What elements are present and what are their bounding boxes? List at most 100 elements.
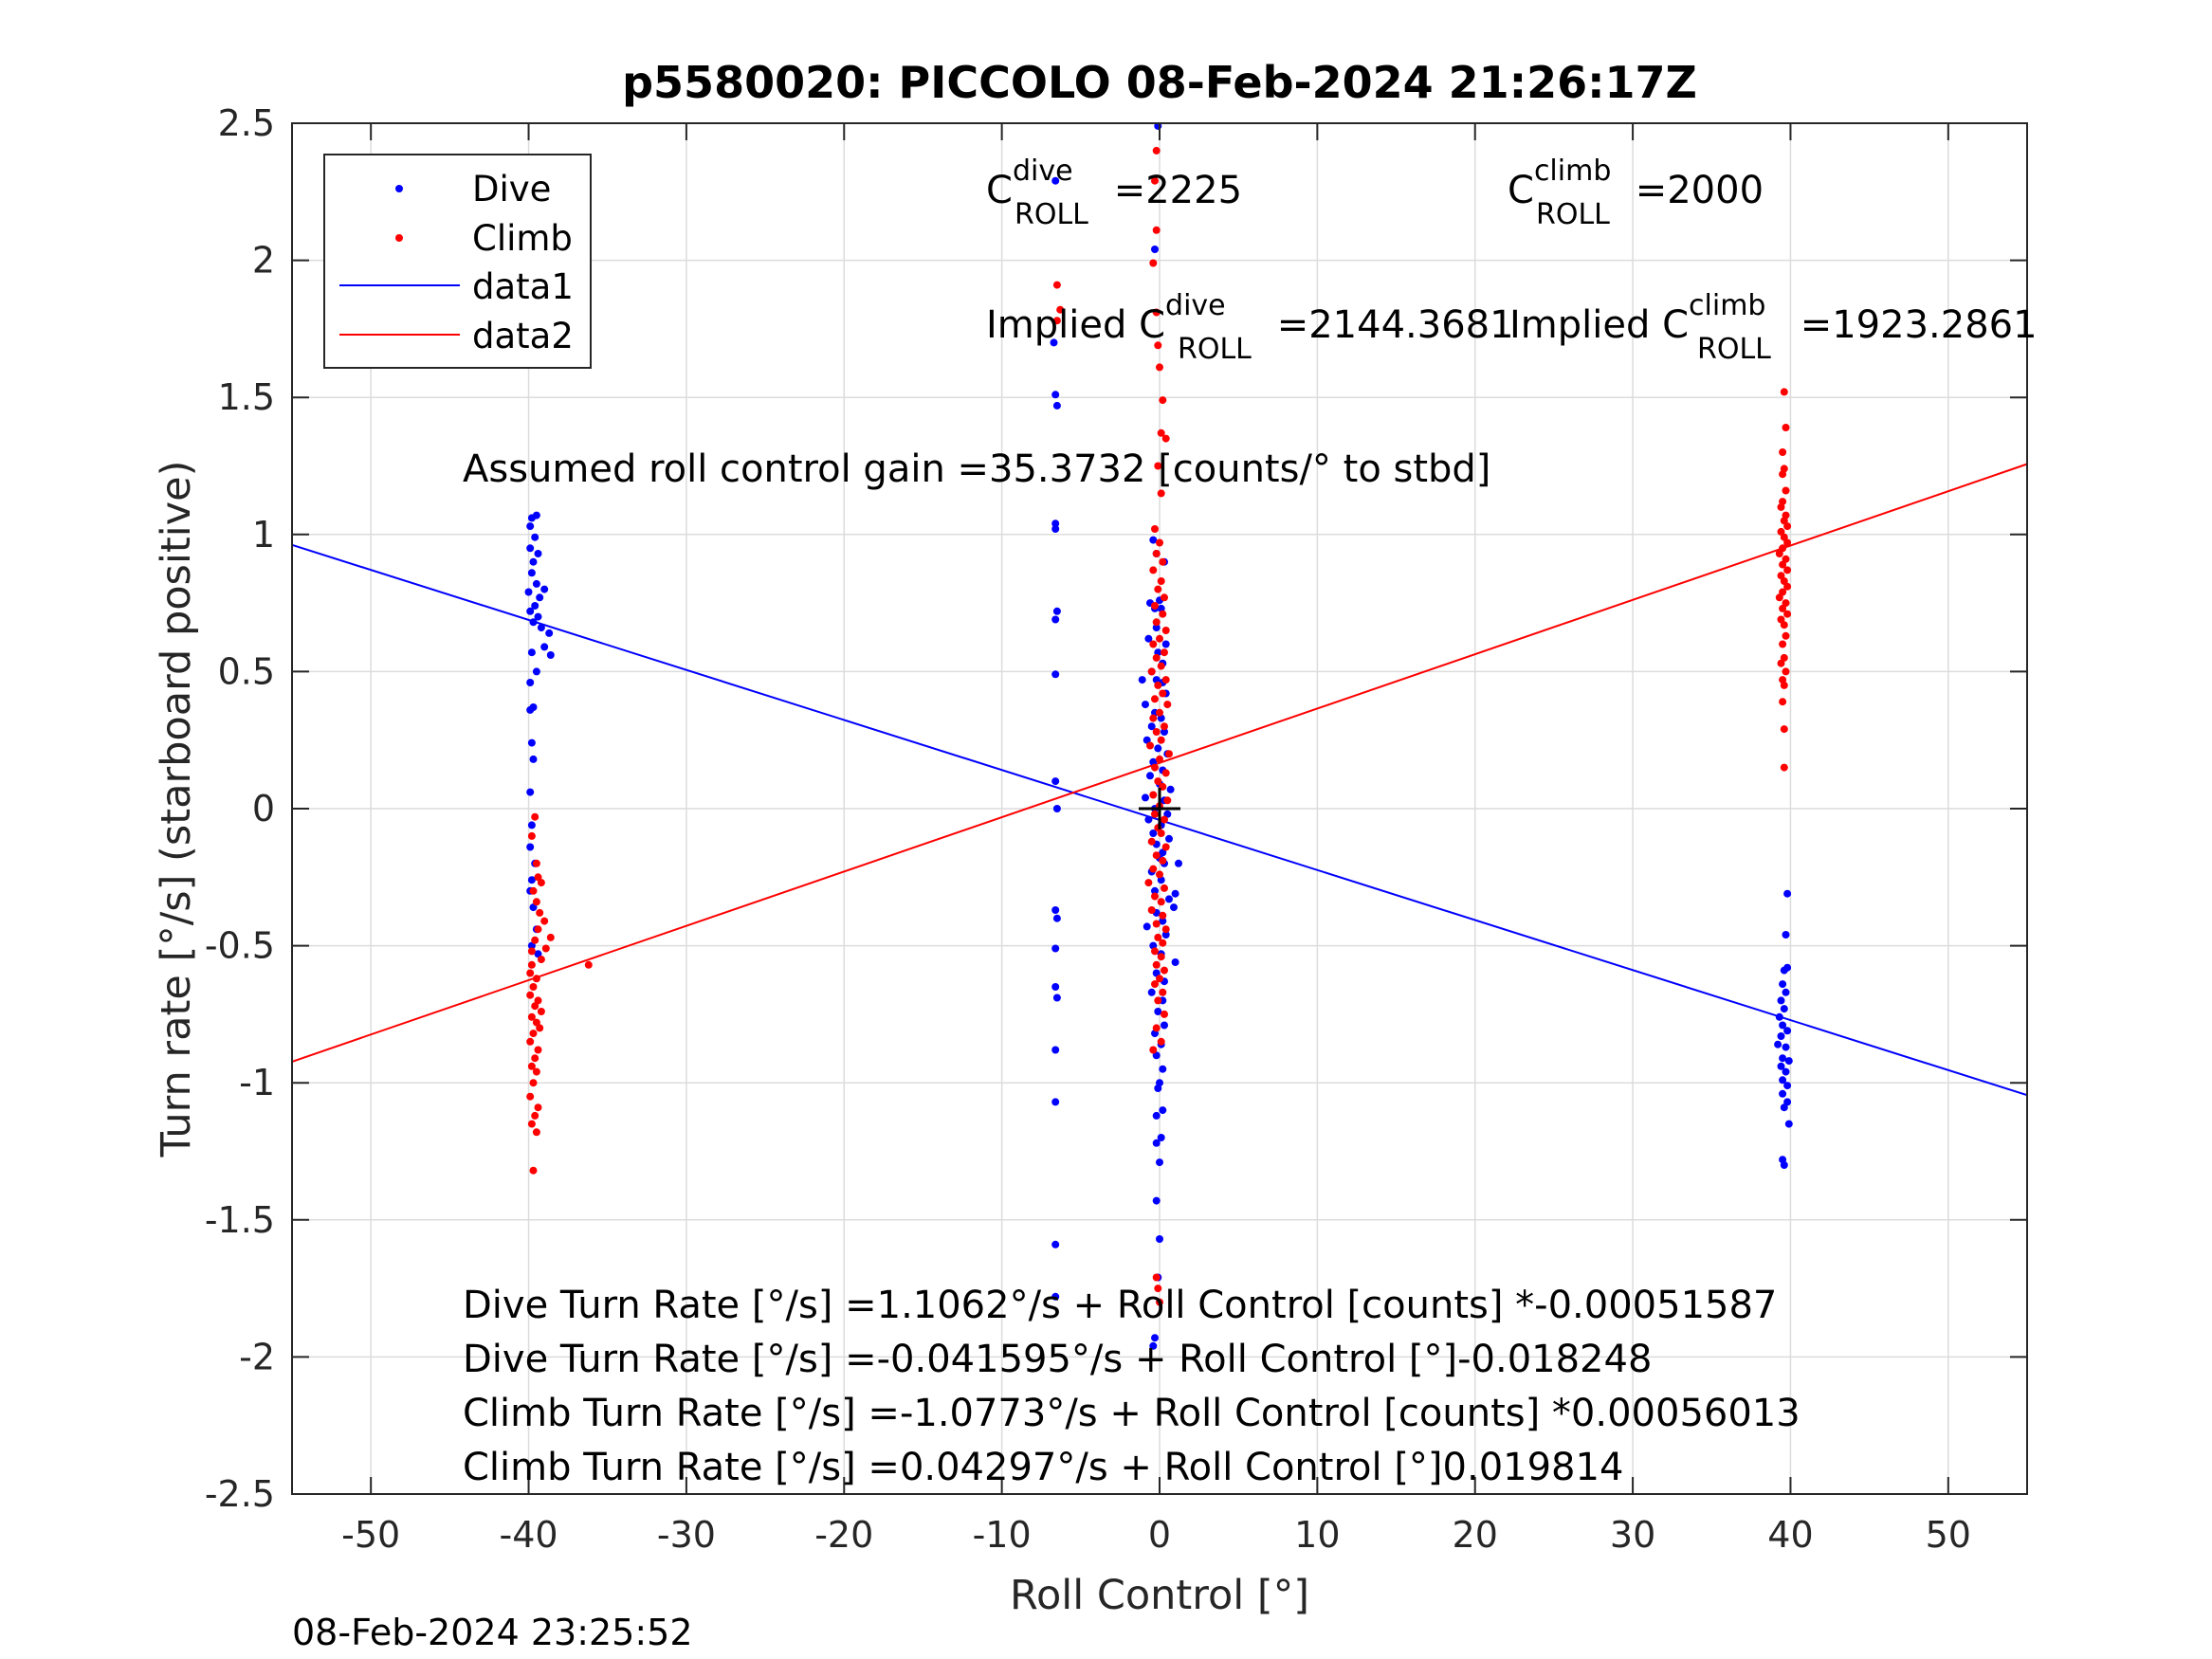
point-climb <box>1779 448 1787 456</box>
point-climb <box>531 812 539 821</box>
point-climb <box>1156 870 1163 879</box>
point-climb <box>1161 627 1170 634</box>
point-climb <box>1163 796 1172 805</box>
point-climb <box>537 956 545 964</box>
point-dive <box>1149 536 1158 544</box>
legend-marker-dive <box>395 185 403 192</box>
point-dive <box>527 876 536 884</box>
point-dive <box>1780 1005 1788 1013</box>
x-ticks: -50 -40 -30 -20 -10 0 10 20 30 40 50 <box>341 123 1971 1556</box>
center-marker <box>1139 788 1180 830</box>
point-climb <box>1156 708 1163 717</box>
point-climb <box>1782 555 1790 563</box>
annotation-implied-dive-value: =2144.3681 <box>1265 303 1514 347</box>
point-climb <box>536 908 544 917</box>
annotation-climb-deg: Climb Turn Rate [°/s] =0.04297°/s + Roll… <box>463 1446 1623 1489</box>
point-dive <box>534 612 542 621</box>
point-climb <box>1782 631 1790 640</box>
point-climb <box>1149 714 1158 722</box>
point-dive <box>1152 1139 1161 1147</box>
point-climb <box>1157 830 1165 837</box>
point-dive <box>1051 525 1060 533</box>
point-dive <box>1782 931 1790 939</box>
point-climb <box>1156 975 1163 983</box>
point-climb <box>1156 755 1163 763</box>
point-climb <box>532 1067 540 1076</box>
legend: Dive Climb data1 data2 <box>323 154 592 369</box>
point-climb <box>537 879 545 887</box>
point-climb <box>1152 308 1161 317</box>
point-dive <box>1052 607 1061 615</box>
y-tick-label: 2.5 <box>218 102 275 144</box>
point-climb <box>1161 925 1170 934</box>
point-dive <box>1779 1076 1787 1085</box>
point-climb <box>1777 572 1785 580</box>
point-climb <box>527 831 536 840</box>
point-dive <box>1051 1046 1060 1054</box>
point-dive <box>1782 1067 1790 1076</box>
point-climb <box>1783 582 1792 591</box>
point-climb <box>1779 470 1787 479</box>
x-tick-label: -10 <box>973 1514 1032 1556</box>
point-climb <box>1152 653 1161 662</box>
point-dive <box>529 557 538 566</box>
point-dive <box>1147 722 1156 731</box>
point-climb <box>534 1046 542 1054</box>
point-dive <box>1780 966 1788 975</box>
point-climb <box>529 1166 538 1175</box>
point-climb <box>1151 695 1159 703</box>
point-dive <box>1159 848 1167 857</box>
chart-title: p5580020: PICCOLO 08-Feb-2024 21:26:17Z <box>622 57 1697 108</box>
annotation-c-climb-value: =2000 <box>1623 169 1764 212</box>
point-climb <box>1156 363 1163 372</box>
point-dive <box>529 618 538 627</box>
point-dive <box>1166 785 1175 793</box>
point-dive <box>531 602 539 610</box>
y-tick-label: -2 <box>239 1336 275 1377</box>
point-dive <box>1163 810 1172 818</box>
point-climb <box>531 1002 539 1011</box>
point-climb <box>531 936 539 944</box>
point-dive <box>1051 983 1060 991</box>
point-dive <box>1151 246 1159 253</box>
annotation-implied-dive-sub: ROLL <box>1178 333 1252 366</box>
point-dive <box>1051 670 1060 679</box>
point-climb <box>526 991 535 999</box>
point-dive <box>1052 994 1061 1002</box>
point-dive <box>527 941 536 950</box>
point-dive <box>1159 1065 1167 1073</box>
point-climb <box>1151 176 1159 185</box>
point-climb <box>540 917 549 925</box>
point-climb <box>1154 341 1162 350</box>
point-climb <box>1147 906 1156 914</box>
x-tick-label: -40 <box>500 1514 558 1556</box>
point-climb <box>1163 701 1172 709</box>
y-tick-label: -1 <box>239 1062 275 1103</box>
point-dive <box>1171 958 1179 966</box>
point-dive <box>1161 640 1170 648</box>
point-climb <box>1152 728 1161 736</box>
point-dive <box>1143 922 1151 931</box>
y-ticks: 2.5 2 1.5 1 0.5 0 -0.5 -1 -1.5 -2 -2.5 <box>205 102 2027 1515</box>
point-dive <box>1784 1057 1793 1066</box>
point-dive <box>1052 914 1061 922</box>
point-climb <box>1775 550 1783 557</box>
point-dive <box>526 607 535 615</box>
point-dive <box>1779 980 1787 989</box>
point-climb <box>1152 920 1161 928</box>
point-dive <box>1161 931 1170 939</box>
point-climb <box>1780 388 1788 396</box>
point-climb <box>1151 980 1159 989</box>
point-climb <box>1161 884 1168 892</box>
y-tick-label: -1.5 <box>205 1199 275 1241</box>
point-climb <box>1157 1037 1165 1046</box>
point-climb <box>1777 659 1785 667</box>
point-dive <box>1779 1089 1787 1098</box>
point-climb <box>1154 777 1162 786</box>
annotation-c-dive-sup: dive <box>1013 155 1073 188</box>
point-climb <box>529 1079 538 1087</box>
point-climb <box>1161 1010 1168 1018</box>
point-climb <box>1779 640 1787 648</box>
x-tick-label: 0 <box>1148 1514 1171 1556</box>
point-dive <box>526 788 535 796</box>
